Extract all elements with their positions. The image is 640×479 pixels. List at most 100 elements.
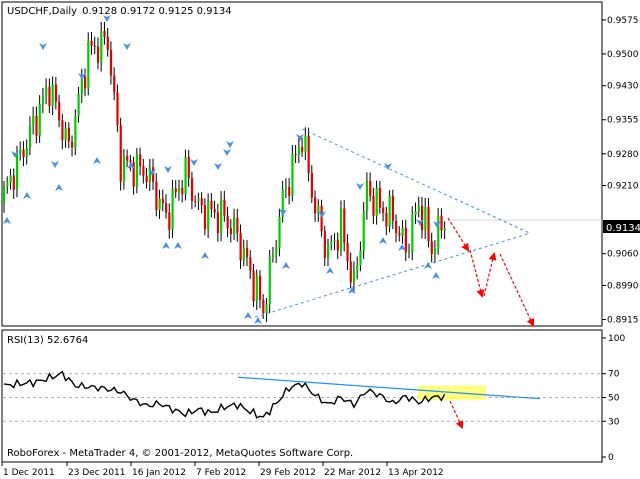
candle-body	[304, 135, 307, 152]
fractal-marker	[123, 43, 131, 50]
candle-body	[35, 115, 38, 136]
fractal-marker	[416, 219, 424, 226]
rsi-trendline	[237, 376, 541, 400]
candle-body	[352, 270, 356, 283]
rsi-trendline-path	[237, 376, 541, 400]
candle-body	[385, 212, 388, 227]
candle-body	[301, 146, 304, 152]
fractal-marker	[3, 217, 11, 224]
candle-body	[61, 120, 64, 141]
candle-body	[135, 154, 139, 187]
candle-body	[148, 167, 151, 183]
candle-body	[184, 156, 187, 195]
candle-body	[41, 96, 45, 105]
fractal-marker	[162, 242, 170, 249]
candle-body	[229, 228, 232, 235]
candle-body	[45, 86, 48, 97]
candle-body	[440, 215, 443, 231]
candle-body	[382, 207, 385, 213]
candles	[3, 21, 602, 322]
current-price-box	[603, 220, 640, 233]
fractal-marker	[254, 317, 262, 324]
fractal-marker	[296, 134, 304, 141]
candle-body	[38, 104, 41, 136]
candle-body	[190, 177, 194, 201]
rsi-axis: 100 70 50 30 0	[602, 334, 625, 463]
candle-body	[336, 240, 339, 251]
candle-body	[427, 206, 430, 242]
fractals	[3, 15, 441, 324]
candle-body	[74, 115, 77, 148]
fractal-marker	[174, 242, 182, 249]
time-tick-label-0: 1 Dec 2011	[3, 468, 55, 478]
candle-body	[226, 215, 229, 229]
fractal-marker	[424, 262, 432, 269]
candle-body	[398, 233, 401, 236]
candle-body	[6, 182, 9, 187]
symbol-label: USDCHF,Daily 0.9128 0.9172 0.9125 0.9134	[7, 6, 232, 17]
price-tick-label-8: 0.8915	[607, 315, 639, 325]
copyright-label: RoboForex - MetaTrader 4, © 2001-2012, M…	[7, 448, 353, 459]
candle-body	[129, 160, 132, 163]
candle-body	[375, 188, 378, 216]
time-tick-label-4: 29 Feb 2012	[260, 468, 316, 478]
candle-body	[430, 241, 433, 255]
candle-body	[408, 252, 411, 254]
candle-body	[281, 189, 284, 217]
candle-body	[346, 242, 349, 262]
candle-body	[220, 199, 223, 233]
time-tick-label-3: 7 Feb 2012	[196, 468, 246, 478]
time-tick-label-5: 22 Mar 2012	[324, 468, 381, 478]
candle-body	[401, 227, 404, 236]
fractal-marker	[279, 209, 287, 216]
candle-body	[200, 198, 203, 206]
fractal-marker	[282, 262, 290, 269]
fractal-marker	[55, 184, 63, 191]
rsi-tick-label-2: 50	[608, 394, 620, 404]
candle-body	[362, 210, 365, 251]
candle-body	[278, 216, 281, 248]
fractal-marker	[432, 272, 440, 279]
fractal-marker	[148, 169, 156, 176]
fractal-marker	[39, 43, 47, 50]
candle-body	[333, 240, 336, 242]
candle-body	[404, 227, 407, 253]
candle-body	[395, 220, 398, 234]
candle-body	[113, 75, 116, 93]
rsi-label: RSI(13) 52.6764	[7, 335, 88, 346]
price-tick-label-4: 0.9280	[607, 150, 639, 160]
candle-body	[15, 153, 19, 190]
candle-body	[22, 149, 25, 158]
fractal-marker	[356, 183, 364, 190]
candle-body	[236, 217, 239, 233]
candle-body	[323, 231, 326, 258]
rsi-tick-label-1: 70	[608, 370, 620, 380]
candle-body	[271, 254, 275, 257]
candle-body	[119, 125, 122, 182]
candle-body	[365, 180, 369, 211]
candle-body	[246, 247, 249, 258]
candle-body	[109, 49, 113, 76]
candle-body	[87, 40, 90, 89]
candle-body	[356, 265, 359, 271]
fractal-marker	[244, 312, 252, 319]
forecast-arrow-2	[483, 252, 497, 297]
candle-body	[181, 187, 184, 195]
candle-body	[275, 247, 278, 255]
candle-body	[310, 172, 313, 198]
time-tick-label-2: 16 Jan 2012	[132, 468, 186, 478]
candle-body	[106, 36, 109, 50]
candle-body	[142, 166, 145, 176]
candle-body	[54, 84, 58, 102]
fractal-marker	[11, 151, 19, 158]
candle-body	[152, 167, 155, 182]
candle-body	[437, 215, 440, 249]
candle-body	[255, 275, 258, 302]
candle-body	[174, 188, 177, 192]
candle-body	[71, 141, 74, 148]
candle-body	[168, 212, 171, 230]
current-price-label: 0.9134	[606, 223, 640, 234]
candle-body	[339, 208, 343, 251]
fractal-marker	[51, 161, 59, 168]
candle-body	[320, 205, 323, 232]
